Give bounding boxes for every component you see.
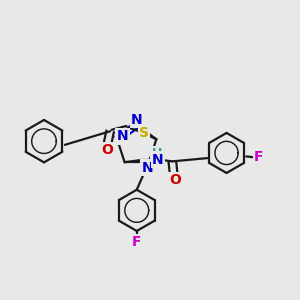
Text: O: O [101,143,113,157]
Text: F: F [254,150,263,164]
Text: N: N [131,113,142,127]
Text: N: N [152,153,164,166]
Text: S: S [139,126,149,140]
Text: F: F [132,235,142,249]
Text: H: H [152,147,162,160]
Text: N: N [117,129,128,143]
Text: N: N [142,160,153,175]
Text: O: O [169,173,181,187]
